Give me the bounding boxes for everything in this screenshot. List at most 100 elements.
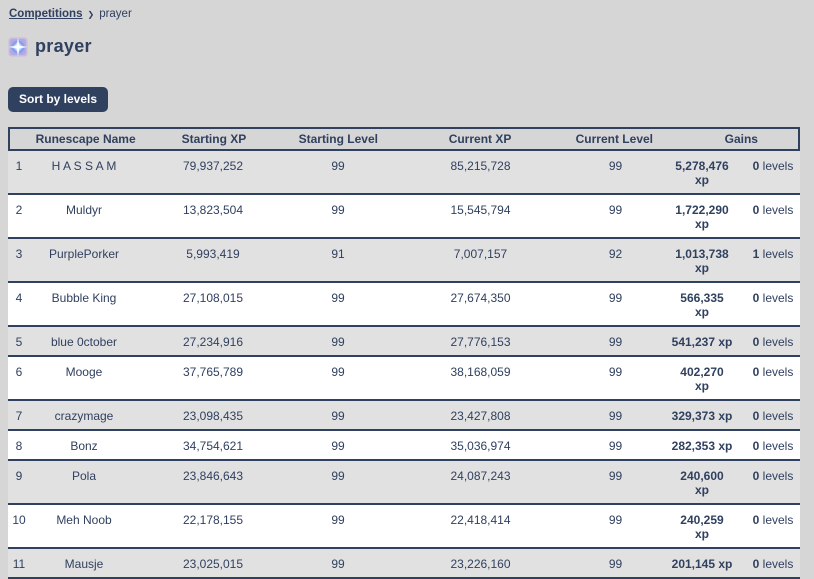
rank-cell: 7 — [15, 409, 23, 423]
gains-levels-word: levels — [762, 203, 794, 217]
player-name: Muldyr — [65, 203, 102, 217]
gains-levels-word: levels — [762, 513, 794, 527]
current-xp: 15,545,794 — [450, 203, 511, 217]
table-row: 1 H A S S A M 79,937,252 99 85,215,728 9… — [8, 151, 800, 195]
gains-levels-word: levels — [762, 557, 794, 571]
gains-levels-number: 0 — [752, 513, 760, 527]
gains-levels-word: levels — [762, 469, 794, 483]
starting-level: 99 — [331, 439, 345, 453]
table-row: 8 Bonz 34,754,621 99 35,036,974 99 282,3… — [8, 431, 800, 461]
current-level: 99 — [608, 469, 623, 483]
column-header-gains: Gains — [724, 132, 758, 146]
rank-cell: 1 — [15, 159, 23, 173]
starting-level: 99 — [331, 203, 345, 217]
gains-xp: 201,145 xp — [671, 557, 733, 571]
player-name: Mausje — [64, 557, 104, 571]
table-row: 11 Mausje 23,025,015 99 23,226,160 99 20… — [8, 549, 800, 579]
gains-levels: 0 levels — [746, 513, 800, 527]
column-header-starting-xp: Starting XP — [181, 132, 247, 146]
column-header-current-xp: Current XP — [448, 132, 512, 146]
sort-by-levels-button[interactable]: Sort by levels — [8, 87, 109, 112]
column-header-current-level: Current Level — [575, 132, 653, 146]
competition-table: Runescape Name Starting XP Starting Leve… — [8, 127, 800, 579]
breadcrumb-competitions-link[interactable]: Competitions — [9, 8, 83, 20]
player-name: H A S S A M — [51, 159, 117, 173]
gains-levels-word: levels — [762, 159, 794, 173]
gains-levels: 0 levels — [746, 557, 800, 571]
current-level: 92 — [608, 247, 623, 261]
rank-cell: 5 — [15, 335, 23, 349]
breadcrumb-chevron-icon: ❯ — [87, 10, 95, 19]
gains-xp: 282,353 xp — [671, 439, 733, 453]
starting-level: 99 — [331, 291, 345, 305]
starting-xp: 27,108,015 — [182, 291, 244, 305]
starting-xp: 23,025,015 — [182, 557, 244, 571]
starting-xp: 27,234,916 — [182, 335, 244, 349]
gains-levels: 0 levels — [746, 203, 800, 217]
current-xp: 7,007,157 — [453, 247, 508, 261]
current-level: 99 — [608, 439, 623, 453]
gains-levels-number: 0 — [752, 335, 760, 349]
starting-level: 99 — [331, 469, 345, 483]
player-name: Mooge — [65, 365, 103, 379]
current-xp: 27,776,153 — [450, 335, 511, 349]
current-xp: 27,674,350 — [450, 291, 511, 305]
starting-xp: 23,846,643 — [182, 469, 244, 483]
column-header-starting-level: Starting Level — [298, 132, 378, 146]
player-name: Bubble King — [51, 291, 117, 305]
rank-cell: 4 — [15, 291, 23, 305]
gains-levels: 0 levels — [746, 469, 800, 483]
current-level: 99 — [608, 365, 623, 379]
current-xp: 24,087,243 — [450, 469, 511, 483]
player-name: Meh Noob — [56, 513, 112, 527]
table-row: 2 Muldyr 13,823,504 99 15,545,794 99 1,7… — [8, 195, 800, 239]
gains-levels: 0 levels — [746, 291, 800, 305]
rank-cell: 2 — [15, 203, 23, 217]
current-level: 99 — [608, 335, 623, 349]
prayer-skill-icon — [8, 37, 28, 56]
gains-xp: 402,270 xp — [680, 365, 724, 393]
gains-xp: 5,278,476 xp — [675, 159, 729, 187]
starting-level: 91 — [331, 247, 345, 261]
gains-levels-word: levels — [762, 409, 794, 423]
gains-xp: 541,237 xp — [671, 335, 733, 349]
current-level: 99 — [608, 291, 623, 305]
starting-level: 99 — [331, 365, 345, 379]
page-title: prayer — [35, 36, 92, 56]
gains-levels: 0 levels — [746, 439, 800, 453]
gains-levels-word: levels — [762, 247, 794, 261]
player-name: crazymage — [54, 409, 114, 423]
gains-levels: 0 levels — [746, 409, 800, 423]
rank-cell: 9 — [15, 469, 23, 483]
current-level: 99 — [608, 159, 623, 173]
table-row: 4 Bubble King 27,108,015 99 27,674,350 9… — [8, 283, 800, 327]
current-xp: 85,215,728 — [450, 159, 511, 173]
gains-xp: 329,373 xp — [671, 409, 733, 423]
player-name: Pola — [71, 469, 97, 483]
starting-xp: 5,993,419 — [186, 247, 240, 261]
current-level: 99 — [608, 203, 623, 217]
gains-levels-number: 1 — [752, 247, 760, 261]
current-xp: 23,226,160 — [450, 557, 511, 571]
page-header: prayer — [8, 36, 814, 57]
gains-levels: 0 levels — [746, 365, 800, 379]
rank-cell: 11 — [12, 557, 26, 571]
breadcrumb-current: prayer — [99, 8, 132, 20]
starting-level: 99 — [331, 335, 345, 349]
current-xp: 23,427,808 — [450, 409, 511, 423]
table-row: 9 Pola 23,846,643 99 24,087,243 99 240,6… — [8, 461, 800, 505]
breadcrumb: Competitions ❯ prayer — [0, 0, 814, 20]
gains-levels-number: 0 — [752, 365, 760, 379]
rank-cell: 6 — [15, 365, 23, 379]
starting-xp: 37,765,789 — [182, 365, 244, 379]
current-level: 99 — [608, 513, 623, 527]
gains-levels-number: 0 — [752, 203, 760, 217]
gains-levels-number: 0 — [752, 291, 760, 305]
player-name: PurplePorker — [48, 247, 120, 261]
starting-xp: 13,823,504 — [182, 203, 244, 217]
table-row: 10 Meh Noob 22,178,155 99 22,418,414 99 … — [8, 505, 800, 549]
starting-xp: 79,937,252 — [182, 159, 244, 173]
starting-level: 99 — [331, 557, 345, 571]
starting-xp: 34,754,621 — [182, 439, 244, 453]
rank-cell: 3 — [15, 247, 23, 261]
